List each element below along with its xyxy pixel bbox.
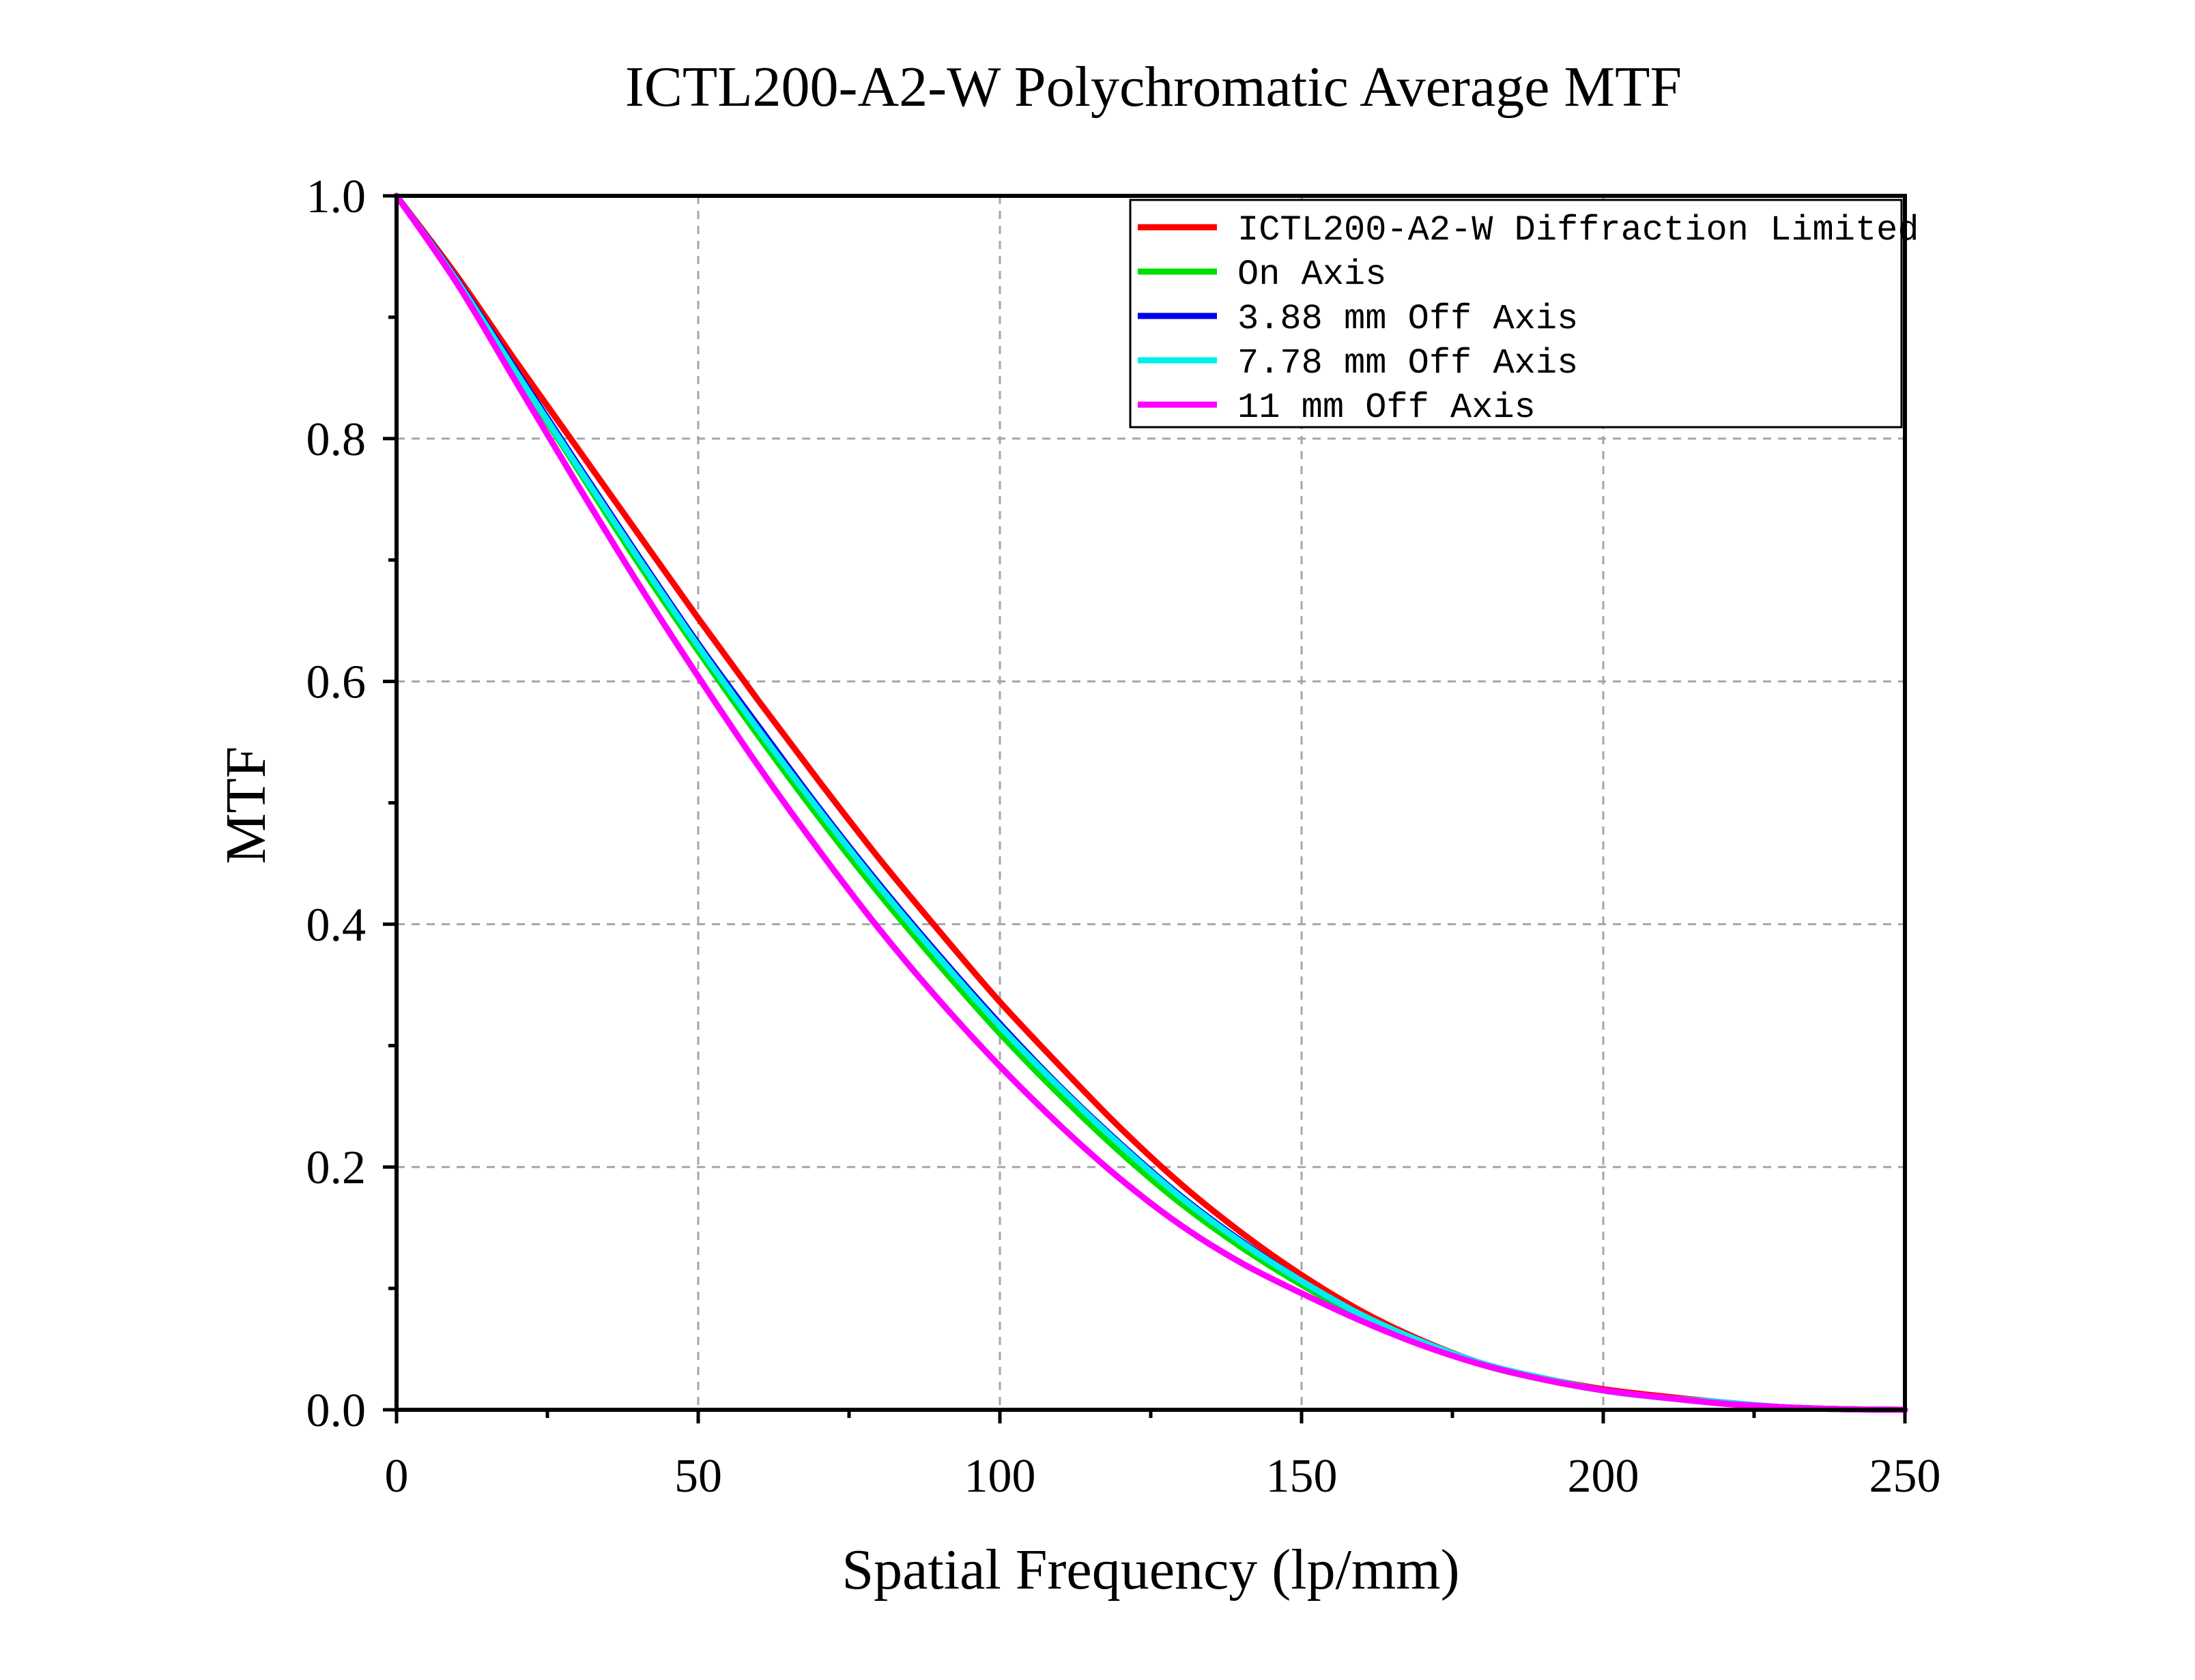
y-tick-label: 0.8 [306,414,367,466]
y-tick-label: 1.0 [306,171,367,223]
x-tick-label: 100 [964,1450,1036,1503]
y-axis-label: MTF [214,747,278,865]
y-tick-label: 0.4 [306,899,367,951]
x-tick-label: 50 [674,1450,722,1503]
x-tick-label: 200 [1568,1450,1639,1503]
legend-label-1: On Axis [1237,255,1386,295]
series-lines [393,192,1908,1413]
axis-ticks [383,194,1907,1423]
legend-label-2: 3.88 mm Off Axis [1237,299,1578,339]
series-line-4 [393,192,1908,1413]
y-tick-label: 0.6 [306,656,367,709]
x-tick-label: 150 [1266,1450,1338,1503]
legend-label-3: 7.78 mm Off Axis [1237,343,1578,383]
x-tick-label: 0 [385,1450,409,1503]
tick-labels: 0 50 100 150 200 250 0.0 0.2 0.4 0.6 0.8 1.0 [306,171,1941,1503]
chart-title: ICTL200-A2-W Polychromatic Average MTF [625,55,1682,119]
legend-label-4: 11 mm Off Axis [1237,388,1536,428]
y-tick-label: 0.0 [306,1385,367,1437]
x-tick-label: 250 [1869,1450,1941,1503]
legend-box [1129,199,1903,429]
legend-label-0: ICTL200-A2-W Diffraction Limited [1237,210,1919,250]
y-tick-label: 0.2 [306,1142,367,1194]
legend: ICTL200-A2-W Diffraction Limited On Axis3… [1129,199,1919,429]
x-axis-label: Spatial Frequency (lp/mm) [842,1538,1459,1602]
